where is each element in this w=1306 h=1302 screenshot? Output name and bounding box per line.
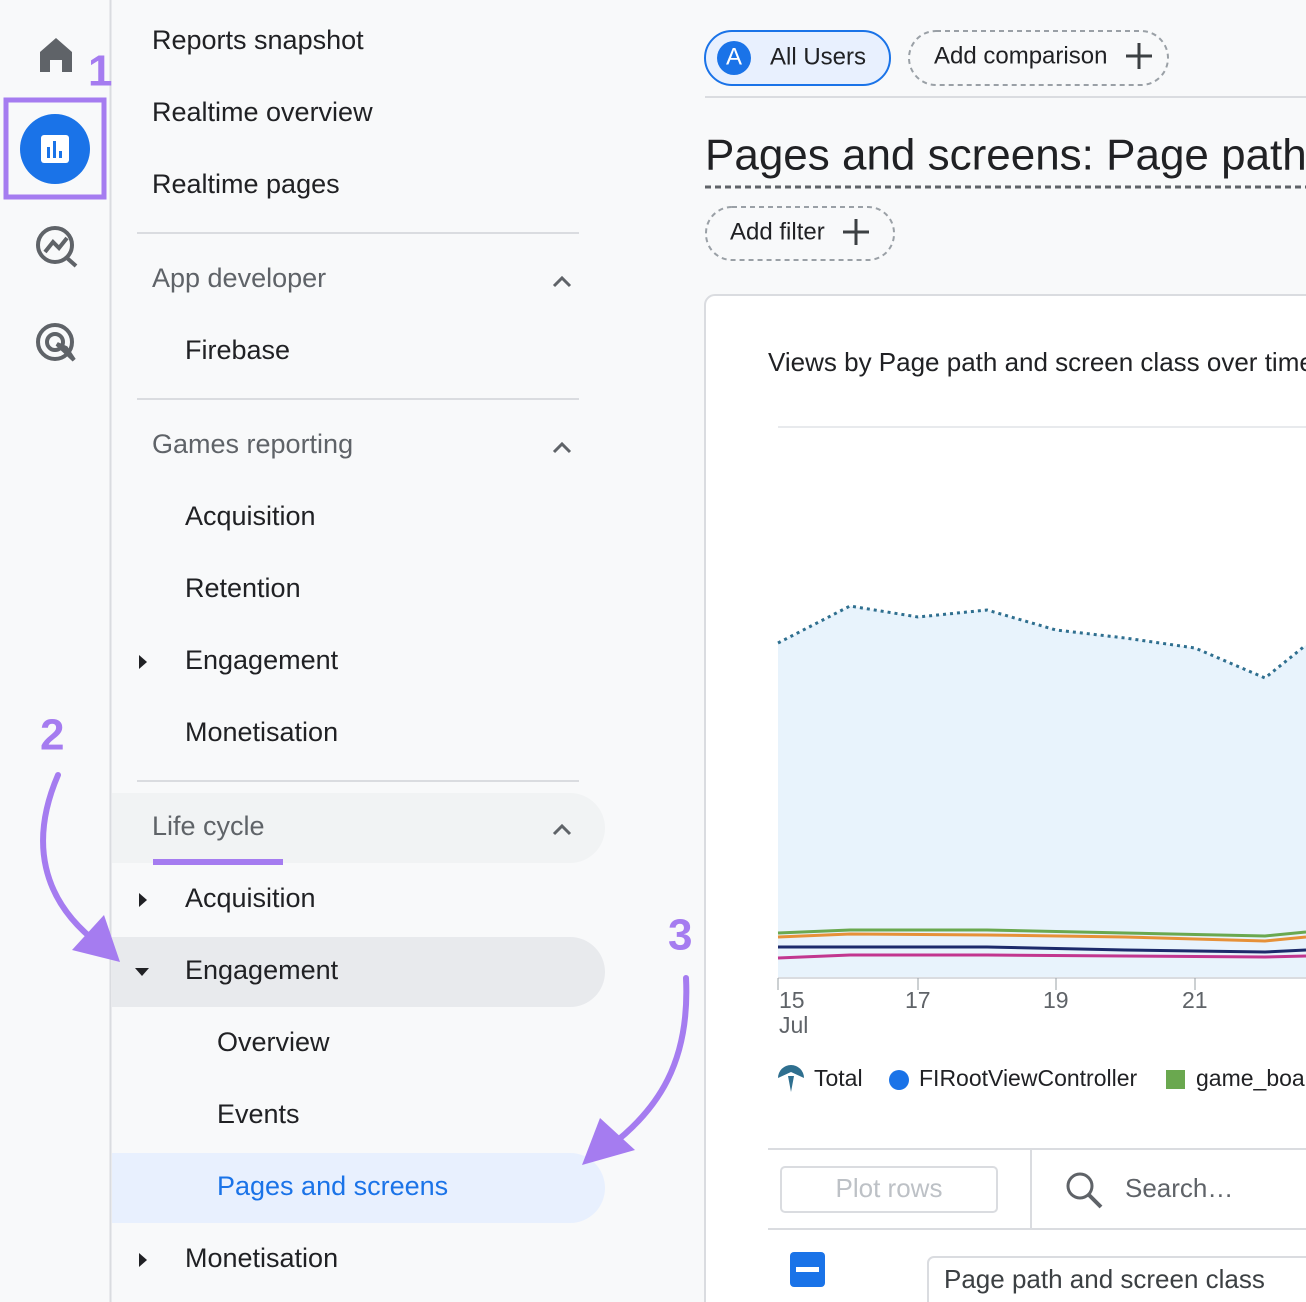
nav-item-active[interactable]: Pages and screens <box>217 1171 448 1201</box>
nav-item[interactable]: Retention <box>185 573 301 603</box>
legend-entry[interactable]: game_board <box>1196 1065 1306 1091</box>
add-comparison[interactable] <box>908 30 1169 86</box>
nav-section[interactable]: Games reporting <box>152 429 353 459</box>
add-filter[interactable] <box>705 206 895 261</box>
x-tick-label: 19 <box>1043 987 1069 1013</box>
plot-rows-button[interactable] <box>780 1166 998 1213</box>
home-icon[interactable] <box>40 38 72 72</box>
nav: Reports snapshot Realtime overview Realt… <box>112 25 605 1273</box>
nav-item[interactable]: Reports snapshot <box>152 25 364 55</box>
card-title: Views by Page path and screen class over… <box>768 347 1306 377</box>
advertising-icon[interactable] <box>36 323 76 362</box>
nav-item[interactable]: Overview <box>217 1027 330 1057</box>
plot-rows-label: Plot rows <box>836 1173 943 1203</box>
nav-item[interactable]: Acquisition <box>185 883 316 913</box>
annotation: 3 <box>668 911 692 960</box>
legend-entry[interactable]: FIRootViewController <box>919 1065 1138 1091</box>
annotation: 2 <box>40 711 64 760</box>
page-title: Pages and screens: Page path and screen … <box>705 131 1306 180</box>
nav-item[interactable]: Firebase <box>185 335 290 365</box>
nav-section[interactable]: App developer <box>152 263 326 293</box>
dimension-picker[interactable] <box>927 1256 1306 1302</box>
x-tick-label: 21 <box>1182 987 1208 1013</box>
segment-chip[interactable] <box>704 30 891 86</box>
search-input[interactable]: Search… <box>1125 1173 1233 1203</box>
avatar: A <box>726 43 742 70</box>
nav-item[interactable]: Acquisition <box>185 501 316 531</box>
nav-item[interactable]: Realtime overview <box>152 97 373 127</box>
nav-item[interactable]: Monetisation <box>185 1243 338 1273</box>
legend-entry[interactable]: Total <box>814 1065 863 1091</box>
segment-label: All Users <box>770 43 866 70</box>
x-tick-label: 15 <box>779 987 805 1013</box>
nav-item[interactable]: Engagement <box>185 955 339 985</box>
column-header: Page path and screen class <box>944 1264 1265 1294</box>
nav-section[interactable]: Life cycle <box>152 811 265 841</box>
nav-item[interactable]: Engagement <box>185 645 339 675</box>
add-filter-label: Add filter <box>730 218 825 245</box>
add-comparison-label: Add comparison <box>934 42 1107 69</box>
nav-item[interactable]: Monetisation <box>185 717 338 747</box>
annotation: 1 <box>88 47 112 96</box>
x-tick-label: Jul <box>779 1012 808 1038</box>
explore-icon[interactable] <box>36 226 78 268</box>
nav-item[interactable]: Events <box>217 1099 300 1129</box>
x-tick-label: 17 <box>905 987 931 1013</box>
nav-item[interactable]: Realtime pages <box>152 169 340 199</box>
